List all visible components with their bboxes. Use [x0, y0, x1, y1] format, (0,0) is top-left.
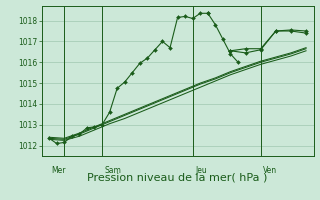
X-axis label: Pression niveau de la mer( hPa ): Pression niveau de la mer( hPa ) — [87, 173, 268, 183]
Text: Sam: Sam — [104, 166, 121, 175]
Text: Mer: Mer — [52, 166, 66, 175]
Text: Ven: Ven — [263, 166, 277, 175]
Text: Jeu: Jeu — [195, 166, 207, 175]
